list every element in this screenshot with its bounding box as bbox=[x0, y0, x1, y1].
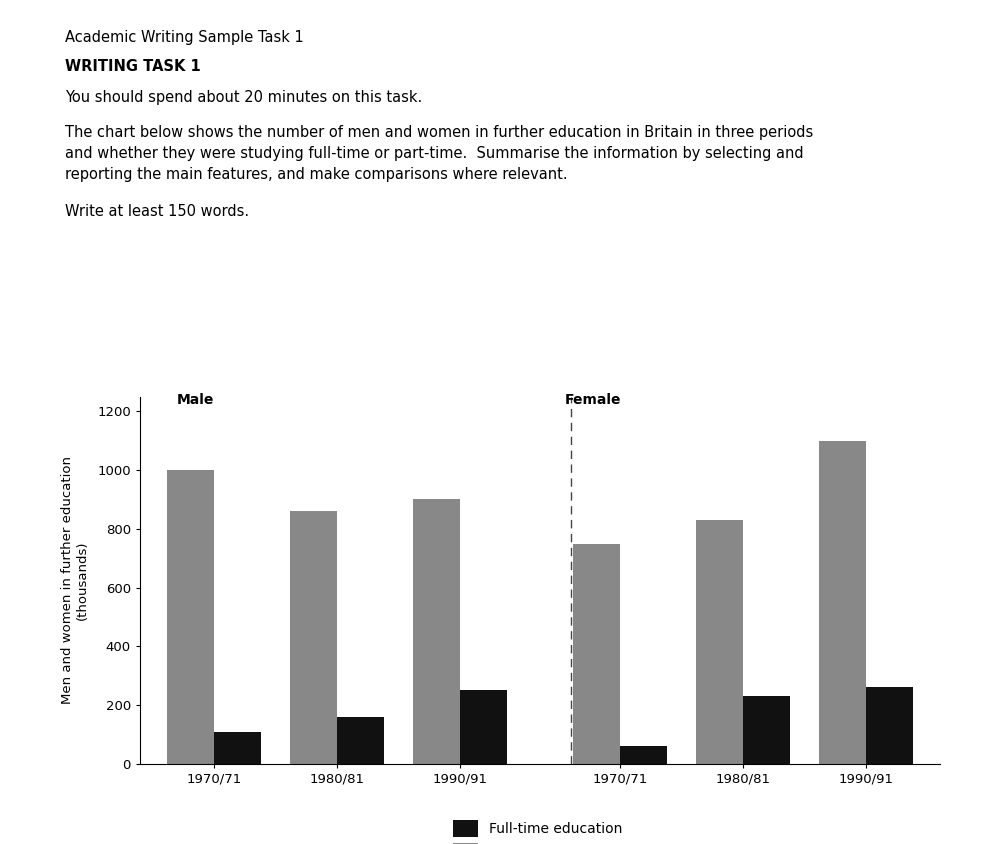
Legend: Full-time education, Part-time education: Full-time education, Part-time education bbox=[453, 820, 627, 844]
Text: Female: Female bbox=[565, 393, 621, 407]
Bar bbox=[413, 500, 460, 764]
Y-axis label: Men and women in further education
(thousands): Men and women in further education (thou… bbox=[61, 457, 89, 704]
Bar bbox=[337, 717, 384, 764]
Text: You should spend about 20 minutes on this task.: You should spend about 20 minutes on thi… bbox=[65, 90, 422, 106]
Text: Male: Male bbox=[177, 393, 214, 407]
Bar bbox=[460, 690, 507, 764]
Text: Write at least 150 words.: Write at least 150 words. bbox=[65, 204, 249, 219]
Bar bbox=[290, 511, 337, 764]
Bar bbox=[620, 746, 667, 764]
Bar bbox=[743, 696, 790, 764]
Bar bbox=[819, 441, 866, 764]
Text: WRITING TASK 1: WRITING TASK 1 bbox=[65, 59, 201, 74]
Text: The chart below shows the number of men and women in further education in Britai: The chart below shows the number of men … bbox=[65, 125, 813, 182]
Bar bbox=[167, 470, 214, 764]
Bar bbox=[696, 520, 743, 764]
Text: Academic Writing Sample Task 1: Academic Writing Sample Task 1 bbox=[65, 30, 304, 45]
Bar bbox=[866, 688, 913, 764]
Bar bbox=[214, 732, 261, 764]
Bar bbox=[573, 544, 620, 764]
